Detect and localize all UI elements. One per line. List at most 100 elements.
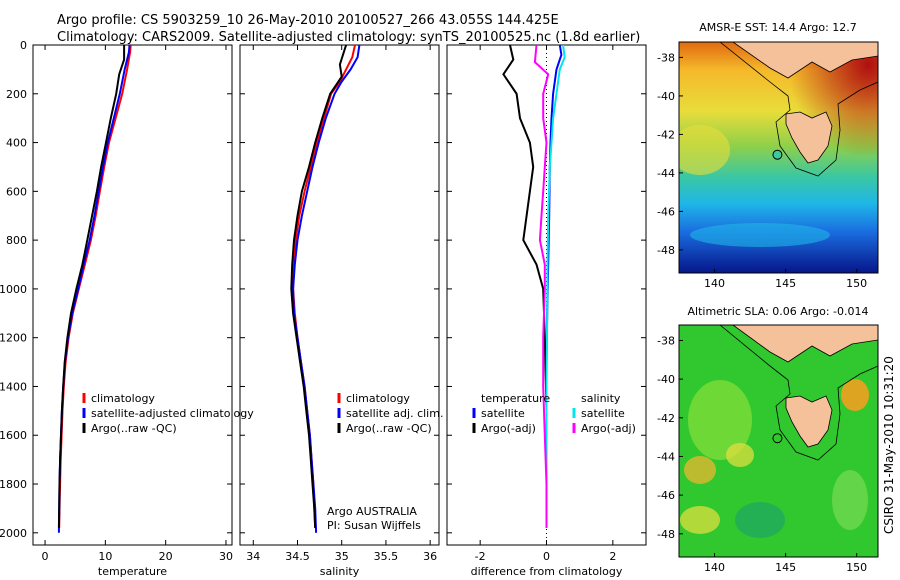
panel-difference: -2 0 2 difference from climatology temperatu… — [446, 44, 647, 578]
map-y-tick-label: -42 — [657, 128, 675, 141]
sla-patch — [726, 443, 754, 467]
legend-label: satellite — [481, 407, 525, 420]
profile-panels: 0 10 20 30temperature0200400600800100012001… — [0, 39, 647, 578]
legend-label: satellite — [581, 407, 625, 420]
panel-temperature: 0 10 20 30 temperature 0 200 400 600 800 1000 1200 1… — [0, 39, 254, 578]
isobath-contour — [719, 42, 878, 177]
y-tick-label: 1400 — [0, 380, 27, 393]
map-y-tick-label: -46 — [657, 489, 675, 502]
sla-patch — [680, 506, 720, 534]
tasmania — [785, 395, 833, 448]
legend-title: temperature — [481, 392, 550, 405]
y-tick-label: 2000 — [0, 527, 27, 540]
y-tick-label: 200 — [6, 88, 27, 101]
sla-patch — [688, 380, 752, 460]
series-salinity-argo-adj- — [533, 44, 550, 528]
y-tick-label: 0 — [20, 39, 27, 52]
map-x-tick-label: 140 — [704, 277, 725, 290]
map-x-tick-label: 150 — [846, 277, 867, 290]
map-x-tick-label: 140 — [704, 561, 725, 574]
legend-label: Argo(..raw -QC) — [346, 422, 432, 435]
y-tick-label: 1800 — [0, 478, 27, 491]
sla-patch — [841, 379, 869, 411]
x-tick-label: 0 — [543, 550, 550, 563]
series-argo-raw-qc- — [290, 44, 348, 528]
series-satellite-adjusted-climatology — [57, 44, 131, 533]
figure-title-line2: Climatology: CARS2009. Satellite-adjuste… — [57, 30, 641, 45]
panel-salinity: 34 34.5 35 35.5 36 salinity climatology satelli… — [239, 44, 443, 578]
x-axis-label: difference from climatology — [471, 565, 623, 578]
x-tick-label: 35.5 — [374, 550, 399, 563]
map-y-tick-label: -38 — [657, 51, 675, 64]
x-tick-label: 2 — [609, 550, 616, 563]
panel-frame — [239, 44, 440, 546]
map-x-tick-label: 145 — [775, 277, 796, 290]
series-salinity-satellite — [545, 44, 566, 528]
map-y-tick-label: -40 — [657, 373, 675, 386]
mainland-australia — [732, 325, 878, 363]
sla-patch — [735, 502, 785, 538]
x-tick-label: 34 — [246, 550, 260, 563]
legend-label: Argo(-adj) — [581, 422, 636, 435]
legend-label: Argo(-adj) — [481, 422, 536, 435]
float-annotation: PI: Susan Wijffels — [327, 519, 421, 532]
sla-patch — [832, 470, 868, 530]
figure-title-line1: Argo profile: CS 5903259_10 26-May-2010 … — [57, 13, 559, 28]
map-y-tick-label: -44 — [657, 167, 675, 180]
sla-map: Altimetric SLA: 0.06 Argo: -0.014 140 145… — [657, 305, 879, 574]
map-y-tick-label: -40 — [657, 90, 675, 103]
panel-frame — [32, 44, 233, 546]
legend-title: salinity — [581, 392, 621, 405]
x-tick-label: 10 — [98, 550, 112, 563]
map-y-tick-label: -38 — [657, 334, 675, 347]
timestamp-label: CSIRO 31-May-2010 10:31:20 — [882, 356, 896, 534]
x-tick-label: -2 — [475, 550, 486, 563]
sst-map-title: AMSR-E SST: 14.4 Argo: 12.7 — [699, 21, 857, 34]
map-y-tick-label: -46 — [657, 205, 675, 218]
y-tick-label: 1000 — [0, 283, 27, 296]
sla-map-frame — [678, 324, 879, 558]
argo-position-marker — [772, 149, 783, 160]
y-tick-label: 1600 — [0, 429, 27, 442]
argo-position-marker — [772, 433, 783, 444]
x-axis-label: salinity — [320, 565, 360, 578]
legend-label: Argo(..raw -QC) — [91, 422, 177, 435]
isobath-contour — [719, 325, 878, 461]
legend-label: satellite adj. clim. — [346, 407, 443, 420]
series-climatology — [58, 44, 132, 528]
sla-map-axes: 140 145 150 -38 -40 -42 -44 -46 -48 — [657, 334, 867, 574]
map-x-tick-label: 145 — [775, 561, 796, 574]
y-tick-label: 600 — [6, 185, 27, 198]
series-argo-raw-qc- — [57, 45, 126, 528]
legend-label: satellite-adjusted climatology — [91, 407, 254, 420]
y-tick-label: 1200 — [0, 332, 27, 345]
float-annotation: Argo AUSTRALIA — [327, 505, 417, 518]
x-tick-label: 35 — [335, 550, 349, 563]
sst-map: AMSR-E SST: 14.4 Argo: 12.7 140 145 150 -38… — [657, 21, 879, 290]
y-tick-label: 400 — [6, 137, 27, 150]
map-y-tick-label: -44 — [657, 450, 675, 463]
sst-patch — [690, 223, 830, 247]
tasmania — [785, 111, 833, 164]
x-tick-label: 20 — [159, 550, 173, 563]
series-satellite-adj-clim- — [292, 44, 361, 533]
map-y-tick-label: -42 — [657, 412, 675, 425]
legend-label: climatology — [346, 392, 410, 405]
series-climatology — [292, 44, 356, 528]
sst-map-frame — [678, 41, 879, 274]
series-temperature-argo-adj- — [502, 44, 548, 528]
x-tick-label: 36 — [423, 550, 437, 563]
map-y-tick-label: -48 — [657, 244, 675, 257]
x-axis-label: temperature — [98, 565, 167, 578]
x-tick-label: 0 — [42, 550, 49, 563]
x-tick-label: 34.5 — [285, 550, 310, 563]
mainland-australia — [732, 42, 878, 79]
sla-patch — [684, 456, 716, 484]
sst-patch — [679, 125, 730, 175]
sla-map-title: Altimetric SLA: 0.06 Argo: -0.014 — [688, 305, 869, 318]
x-tick-label: 30 — [219, 550, 233, 563]
legend-label: climatology — [91, 392, 155, 405]
y-tick-label: 800 — [6, 234, 27, 247]
map-y-tick-label: -48 — [657, 528, 675, 541]
